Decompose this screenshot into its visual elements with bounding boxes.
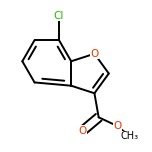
Text: O: O <box>79 126 87 136</box>
Text: O: O <box>113 121 122 131</box>
Text: O: O <box>90 49 98 59</box>
Text: Cl: Cl <box>54 11 64 21</box>
Text: CH₃: CH₃ <box>121 131 139 141</box>
